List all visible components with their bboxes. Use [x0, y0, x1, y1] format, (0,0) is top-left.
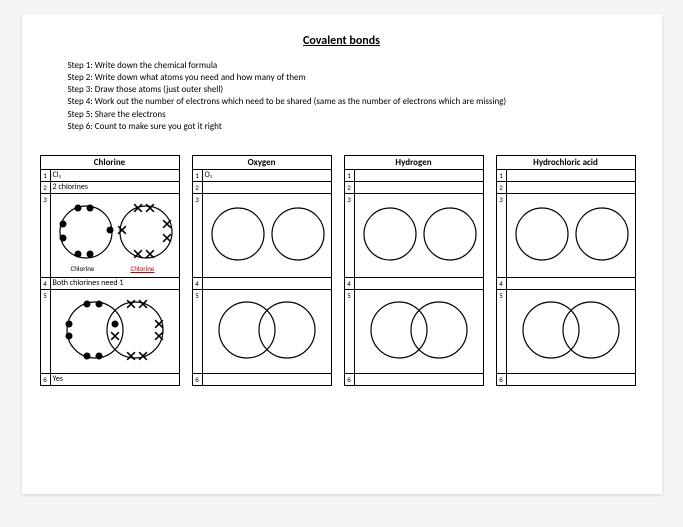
need-cell: Both chlorines need 1 [51, 278, 179, 289]
formula-cell: O₂ [203, 170, 331, 181]
atom-label: Chlorine [131, 264, 155, 273]
step-line: Step 5: Share the electrons [68, 109, 640, 121]
row-number: 2 [193, 182, 203, 193]
step-line: Step 2: Write down what atoms you need a… [68, 72, 640, 84]
row-number: 1 [193, 170, 203, 181]
atoms-cell [355, 182, 483, 193]
row-number: 4 [345, 278, 355, 289]
formula-cell [507, 170, 635, 181]
check-cell [203, 374, 331, 385]
need-cell [355, 278, 483, 289]
diagram-separate [355, 194, 483, 278]
row-number: 1 [497, 170, 507, 181]
formula-cell [355, 170, 483, 181]
row-number: 1 [41, 170, 51, 181]
step-line: Step 3: Draw those atoms (just outer she… [68, 84, 640, 96]
card-title: Hydrogen [345, 156, 483, 170]
row-number: 2 [41, 182, 51, 193]
cards-grid: Chlorine 1Cl₂ 22 chlorines 3ChlorineChlo… [40, 155, 640, 386]
step-line: Step 1: Write down the chemical formula [68, 60, 640, 72]
row-number: 1 [345, 170, 355, 181]
diagram-separate [507, 194, 635, 278]
row-number: 4 [193, 278, 203, 289]
diagram-separate: Chlorine Chlorine [51, 194, 179, 278]
page-title: Covalent bonds [44, 34, 640, 48]
card-title: Oxygen [193, 156, 331, 170]
need-cell [507, 278, 635, 289]
row-number: 6 [41, 374, 51, 385]
row-number: 3 [41, 194, 51, 277]
diagram-bonded [203, 290, 331, 374]
row-number: 5 [41, 290, 51, 373]
molecule-card: Hydrochloric acid 1 2 3 4 5 6 [496, 155, 636, 386]
row-number: 5 [497, 290, 507, 373]
check-cell [507, 374, 635, 385]
atoms-cell [203, 182, 331, 193]
formula-cell: Cl₂ [51, 170, 179, 181]
step-line: Step 6: Count to make sure you got it ri… [68, 121, 640, 133]
atom-label: Chlorine [71, 264, 95, 273]
diagram-bonded [355, 290, 483, 374]
row-number: 6 [193, 374, 203, 385]
row-number: 3 [497, 194, 507, 277]
row-number: 3 [193, 194, 203, 277]
need-cell [203, 278, 331, 289]
card-title: Hydrochloric acid [497, 156, 635, 170]
diagram-bonded [507, 290, 635, 374]
diagram-separate [203, 194, 331, 278]
molecule-card: Chlorine 1Cl₂ 22 chlorines 3ChlorineChlo… [40, 155, 180, 386]
diagram-bonded [51, 290, 179, 374]
atoms-cell [507, 182, 635, 193]
row-number: 5 [345, 290, 355, 373]
step-line: Step 4: Work out the number of electrons… [68, 96, 640, 108]
atoms-cell: 2 chlorines [51, 182, 179, 193]
worksheet-page: Covalent bonds Step 1: Write down the ch… [22, 14, 662, 494]
row-number: 2 [345, 182, 355, 193]
check-cell [355, 374, 483, 385]
row-number: 5 [193, 290, 203, 373]
row-number: 4 [41, 278, 51, 289]
check-cell: Yes [51, 374, 179, 385]
row-number: 6 [497, 374, 507, 385]
molecule-card: Oxygen 1O₂ 2 3 4 5 6 [192, 155, 332, 386]
card-title: Chlorine [41, 156, 179, 170]
row-number: 4 [497, 278, 507, 289]
row-number: 2 [497, 182, 507, 193]
row-number: 6 [345, 374, 355, 385]
row-number: 3 [345, 194, 355, 277]
molecule-card: Hydrogen 1 2 3 4 5 6 [344, 155, 484, 386]
steps-list: Step 1: Write down the chemical formula … [68, 60, 640, 133]
